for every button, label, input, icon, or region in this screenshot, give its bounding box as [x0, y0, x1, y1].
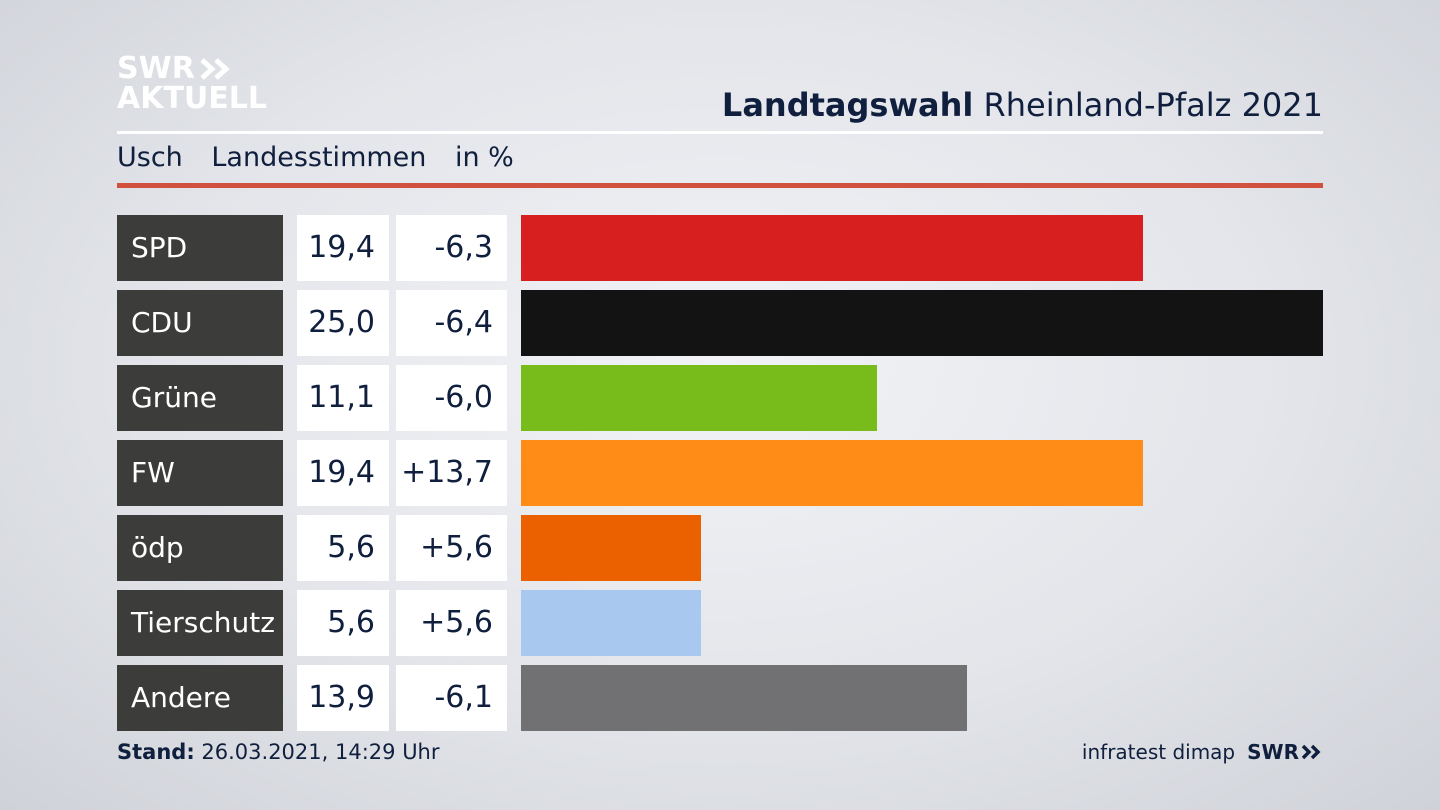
- title-rest: Rheinland-Pfalz 2021: [983, 86, 1323, 124]
- bar-row: Tierschutz 5,6 +5,6: [117, 590, 1323, 656]
- party-label: CDU: [117, 290, 283, 356]
- page-title: Landtagswahl Rheinland-Pfalz 2021: [722, 86, 1323, 124]
- vote-share-label: 5,6: [297, 590, 389, 656]
- logo-aktuell-text: AKTUELL: [117, 81, 268, 116]
- bar: [521, 665, 967, 731]
- party-label: Tierschutz: [117, 590, 283, 656]
- change-label: -6,0: [396, 365, 507, 431]
- vote-share-label: 11,1: [297, 365, 389, 431]
- subheader: Usch Landesstimmen in %: [117, 142, 534, 173]
- bar: [521, 590, 701, 656]
- title-bold: Landtagswahl: [721, 86, 974, 124]
- change-label: -6,3: [396, 215, 507, 281]
- bar: [521, 440, 1143, 506]
- vote-share-label: 25,0: [297, 290, 389, 356]
- source-credit: infratest dimap SWR: [1082, 740, 1323, 764]
- change-label: -6,1: [396, 665, 507, 731]
- footer-swr-text: SWR: [1247, 740, 1299, 764]
- vote-type-label: Landesstimmen: [211, 142, 427, 173]
- logo-swr-text: SWR: [117, 51, 195, 86]
- footer-swr-logo: SWR: [1247, 740, 1323, 764]
- stand-value: 26.03.2021, 14:29 Uhr: [201, 740, 440, 764]
- bar: [521, 290, 1323, 356]
- party-label: FW: [117, 440, 283, 506]
- unit-label: in %: [454, 142, 514, 173]
- bar-row: ödp 5,6 +5,6: [117, 515, 1323, 581]
- change-label: +5,6: [396, 515, 507, 581]
- header-divider: [117, 131, 1323, 134]
- change-label: +5,6: [396, 590, 507, 656]
- source-label: infratest dimap: [1081, 740, 1236, 764]
- party-label: Grüne: [117, 365, 283, 431]
- vote-share-label: 13,9: [297, 665, 389, 731]
- location-label: Usch: [117, 142, 183, 173]
- chevron-right-icon: [199, 57, 233, 81]
- bar-row: Andere 13,9 -6,1: [117, 665, 1323, 731]
- bar: [521, 365, 877, 431]
- bar-row: CDU 25,0 -6,4: [117, 290, 1323, 356]
- bar: [521, 515, 701, 581]
- vote-share-label: 19,4: [297, 215, 389, 281]
- bar: [521, 215, 1143, 281]
- swr-aktuell-logo: SWR AKTUELL: [117, 54, 267, 114]
- bar-row: FW 19,4 +13,7: [117, 440, 1323, 506]
- vote-share-label: 5,6: [297, 515, 389, 581]
- accent-divider: [117, 183, 1323, 188]
- bar-row: SPD 19,4 -6,3: [117, 215, 1323, 281]
- party-label: Andere: [117, 665, 283, 731]
- change-label: -6,4: [396, 290, 507, 356]
- timestamp: Stand: 26.03.2021, 14:29 Uhr: [117, 740, 440, 764]
- change-label: +13,7: [396, 440, 507, 506]
- stand-label: Stand:: [117, 740, 195, 764]
- chevron-right-icon: [1301, 744, 1321, 760]
- party-label: SPD: [117, 215, 283, 281]
- vote-share-label: 19,4: [297, 440, 389, 506]
- bar-row: Grüne 11,1 -6,0: [117, 365, 1323, 431]
- party-label: ödp: [117, 515, 283, 581]
